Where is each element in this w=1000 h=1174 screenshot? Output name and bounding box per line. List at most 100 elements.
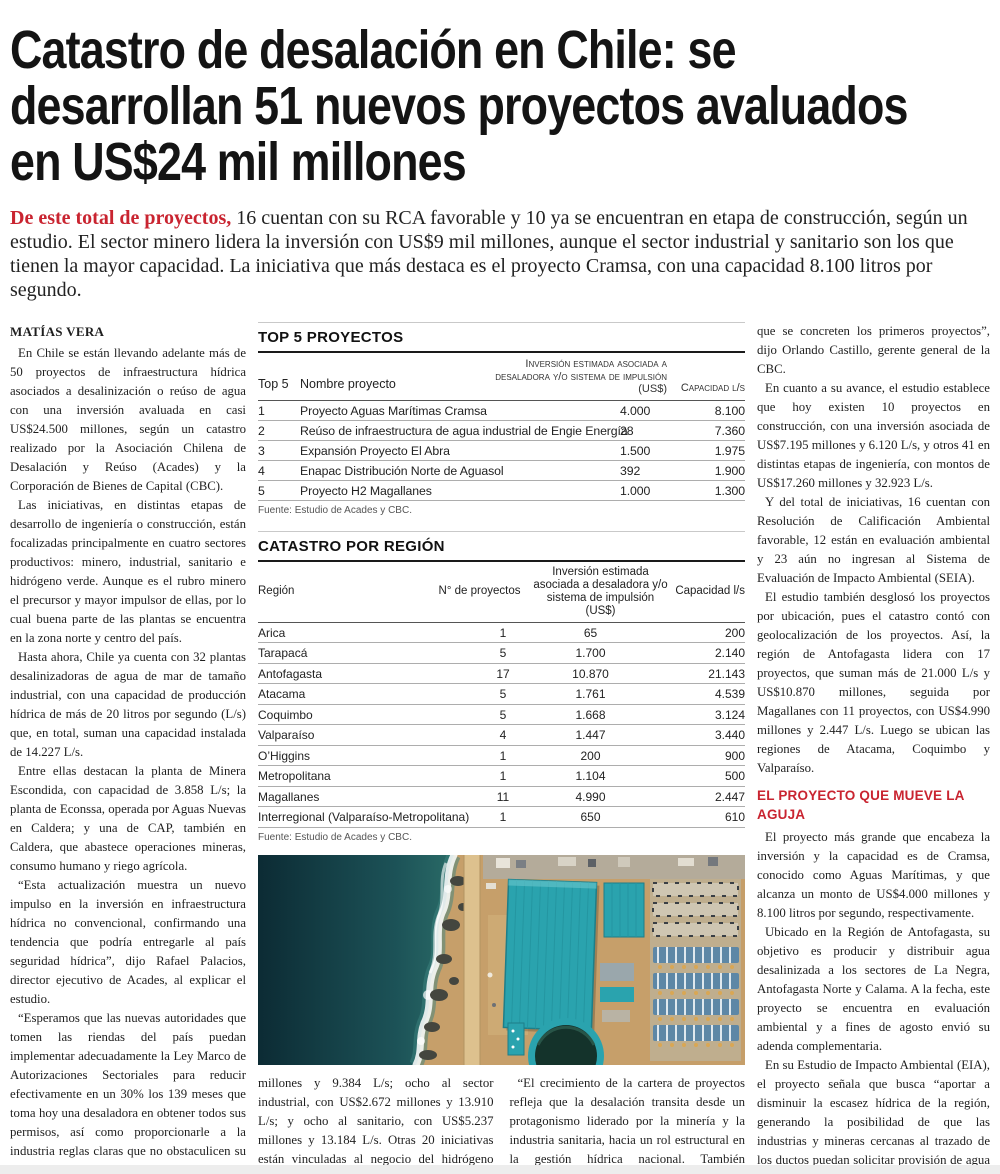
table-cell: 1	[499, 748, 507, 763]
table-row: Atacama 5 1.761 4.539	[258, 684, 745, 705]
table-row: Interregional (Valparaíso-Metropolitana)…	[258, 807, 745, 828]
table-cell: 2.140	[714, 646, 745, 660]
table-cell: Antofagasta	[258, 666, 323, 681]
table-cell: 1	[258, 403, 265, 418]
table-cell: 3.124	[714, 707, 745, 722]
table-row: Coquimbo 5 1.668 3.124	[258, 705, 745, 725]
table-row: Arica 1 65 200	[258, 623, 745, 643]
table-row: 1 Proyecto Aguas Marítimas Cramsa 4.000 8.1…	[258, 401, 745, 421]
table-cell: 1	[499, 625, 507, 640]
right-column-paragraphs-top: En cuanto a su avance, el estudio establ…	[757, 379, 990, 778]
table-cell: 2.447	[714, 789, 745, 804]
catastro-table-body: Arica 1 65 200 Tarapacá 5 1.700 2.140 Antofagast…	[258, 623, 745, 828]
mid-bottom-right-column: “El crecimiento de la cartera de proyect…	[510, 1074, 746, 1174]
catastro-header-projects: N° de proyectos	[438, 585, 521, 597]
top5-header-rank: Top 5	[258, 376, 289, 391]
table-cell: Interregional (Valparaíso-Metropolitana)	[258, 810, 470, 824]
top5-table-body: 1 Proyecto Aguas Marítimas Cramsa 4.000 8.1…	[258, 401, 745, 501]
catastro-header-region: Región	[258, 585, 295, 597]
table-cell: 3	[258, 443, 265, 458]
article-columns: MATÍAS VERA En Chile se están llevando a…	[10, 322, 990, 1174]
table-cell: 1.900	[714, 463, 745, 478]
table-cell: 17	[496, 666, 510, 681]
paragraph: El proyecto más grande que encabeza la i…	[757, 830, 990, 920]
table-cell: Atacama	[258, 687, 306, 701]
paragraph: “Esperamos que las nuevas autoridades qu…	[10, 1011, 246, 1174]
paragraph: Y del total de iniciativas, 16 cuentan c…	[757, 495, 990, 585]
table-cell: 11	[496, 789, 510, 804]
top5-table-source: Fuente: Estudio de Acades y CBC.	[258, 504, 412, 516]
table-cell: 4	[499, 728, 507, 742]
table-cell: 4.000	[620, 403, 651, 418]
photo-caption-columns: millones y 9.384 L/s; ocho al sector ind…	[258, 1074, 745, 1174]
table-cell: 4.539	[714, 687, 745, 701]
catastro-header-investment: Inversión estimada asociada a desaladora…	[533, 565, 668, 617]
paragraph: “El crecimiento de la cartera de proyect…	[509, 1075, 746, 1174]
left-column-paragraphs: En Chile se están llevando adelante más …	[10, 344, 246, 1174]
table-cell: 1.447	[575, 728, 606, 742]
paragraph: Entre ellas destacan la planta de Minera…	[10, 764, 246, 873]
table-cell: O’Higgins	[258, 748, 311, 763]
table-cell: 1.975	[714, 443, 745, 458]
paragraph: Hasta ahora, Chile ya cuenta con 32 plan…	[10, 650, 246, 759]
table-row: Magallanes 11 4.990 2.447	[258, 787, 745, 807]
table-cell: Tarapacá	[258, 646, 308, 660]
table-cell: 5	[258, 483, 265, 498]
paragraph: que se concreten los primeros proyectos”…	[757, 324, 990, 376]
table-cell: Coquimbo	[258, 707, 313, 722]
mid-bottom-left-column: millones y 9.384 L/s; ocho al sector ind…	[258, 1074, 494, 1174]
table-row: O’Higgins 1 200 900	[258, 746, 745, 766]
page-bottom-edge	[0, 1165, 1000, 1174]
paragraph: millones y 9.384 L/s; ocho al sector ind…	[258, 1075, 494, 1174]
table-cell: Arica	[258, 625, 286, 640]
table-row: 5 Proyecto H2 Magallanes 1.000 1.300	[258, 481, 745, 501]
table-cell: 5	[499, 707, 507, 722]
table-cell: 650	[580, 810, 601, 824]
table-cell: 610	[724, 810, 745, 824]
table-row: 3 Expansión Proyecto El Abra 1.500 1.975	[258, 441, 745, 461]
table-cell: 21.143	[708, 666, 745, 681]
table-row: Metropolitana 1 1.104 500	[258, 766, 745, 787]
paragraph: En Chile se están llevando adelante más …	[10, 346, 246, 493]
paragraph: Ubicado en la Región de Antofagasta, su …	[757, 925, 990, 1053]
top5-table-header: Top 5 Nombre proyecto Inversión estimada…	[258, 353, 745, 401]
table-row: Valparaíso 4 1.447 3.440	[258, 725, 745, 746]
table-cell: 1.000	[620, 483, 651, 498]
table-cell: 10.870	[572, 666, 609, 681]
table-cell: Enapac Distribución Norte de Aguasol	[300, 463, 504, 478]
table-cell: Metropolitana	[258, 769, 331, 783]
catastro-table-source: Fuente: Estudio de Acades y CBC.	[258, 831, 412, 843]
lead-paragraph: De este total de proyectos, 16 cuentan c…	[10, 206, 990, 302]
table-cell: 1.104	[575, 769, 606, 783]
headline-line-1: Catastro de desalación en Chile: se	[10, 20, 737, 80]
top5-table: TOP 5 PROYECTOS Top 5 Nombre proyecto In…	[258, 322, 745, 522]
table-cell: 3.440	[714, 728, 745, 742]
table-cell: 4.990	[575, 789, 606, 804]
table-cell: Proyecto H2 Magallanes	[300, 483, 432, 498]
lead-text: 16 cuentan con su RCA favorable y 10 ya …	[10, 207, 968, 301]
top5-table-title: TOP 5 PROYECTOS	[258, 323, 745, 353]
lead-highlight: De este total de proyectos,	[10, 207, 232, 229]
table-cell: 392	[620, 463, 641, 478]
table-cell: 1.700	[575, 646, 606, 660]
table-cell: Reúso de infraestructura de agua industr…	[300, 423, 628, 438]
paragraph: “Esta actualización muestra un nuevo imp…	[10, 878, 246, 1006]
table-row: Tarapacá 5 1.700 2.140	[258, 643, 745, 664]
middle-column: TOP 5 PROYECTOS Top 5 Nombre proyecto In…	[258, 322, 745, 1174]
right-column-paragraphs-bottom: El proyecto más grande que encabeza la i…	[757, 828, 990, 1174]
table-cell: 900	[724, 748, 745, 763]
catastro-table-header: Región N° de proyectos Inversión estimad…	[258, 562, 745, 623]
table-cell: 2	[258, 423, 265, 438]
table-cell: 28	[620, 423, 634, 438]
table-cell: Expansión Proyecto El Abra	[300, 443, 450, 458]
table-cell: 1	[499, 769, 507, 783]
right-column: que se concreten los primeros proyectos”…	[757, 322, 990, 1174]
table-row: 4 Enapac Distribución Norte de Aguasol 392…	[258, 461, 745, 481]
table-cell: 65	[583, 625, 598, 640]
table-cell: Valparaíso	[258, 728, 315, 742]
table-cell: Proyecto Aguas Marítimas Cramsa	[300, 403, 487, 418]
table-cell: 1	[499, 810, 507, 824]
table-cell: 1.300	[714, 483, 745, 498]
table-row: 2 Reúso de infraestructura de agua indust…	[258, 421, 745, 441]
plant-aerial-photo	[258, 851, 745, 1094]
